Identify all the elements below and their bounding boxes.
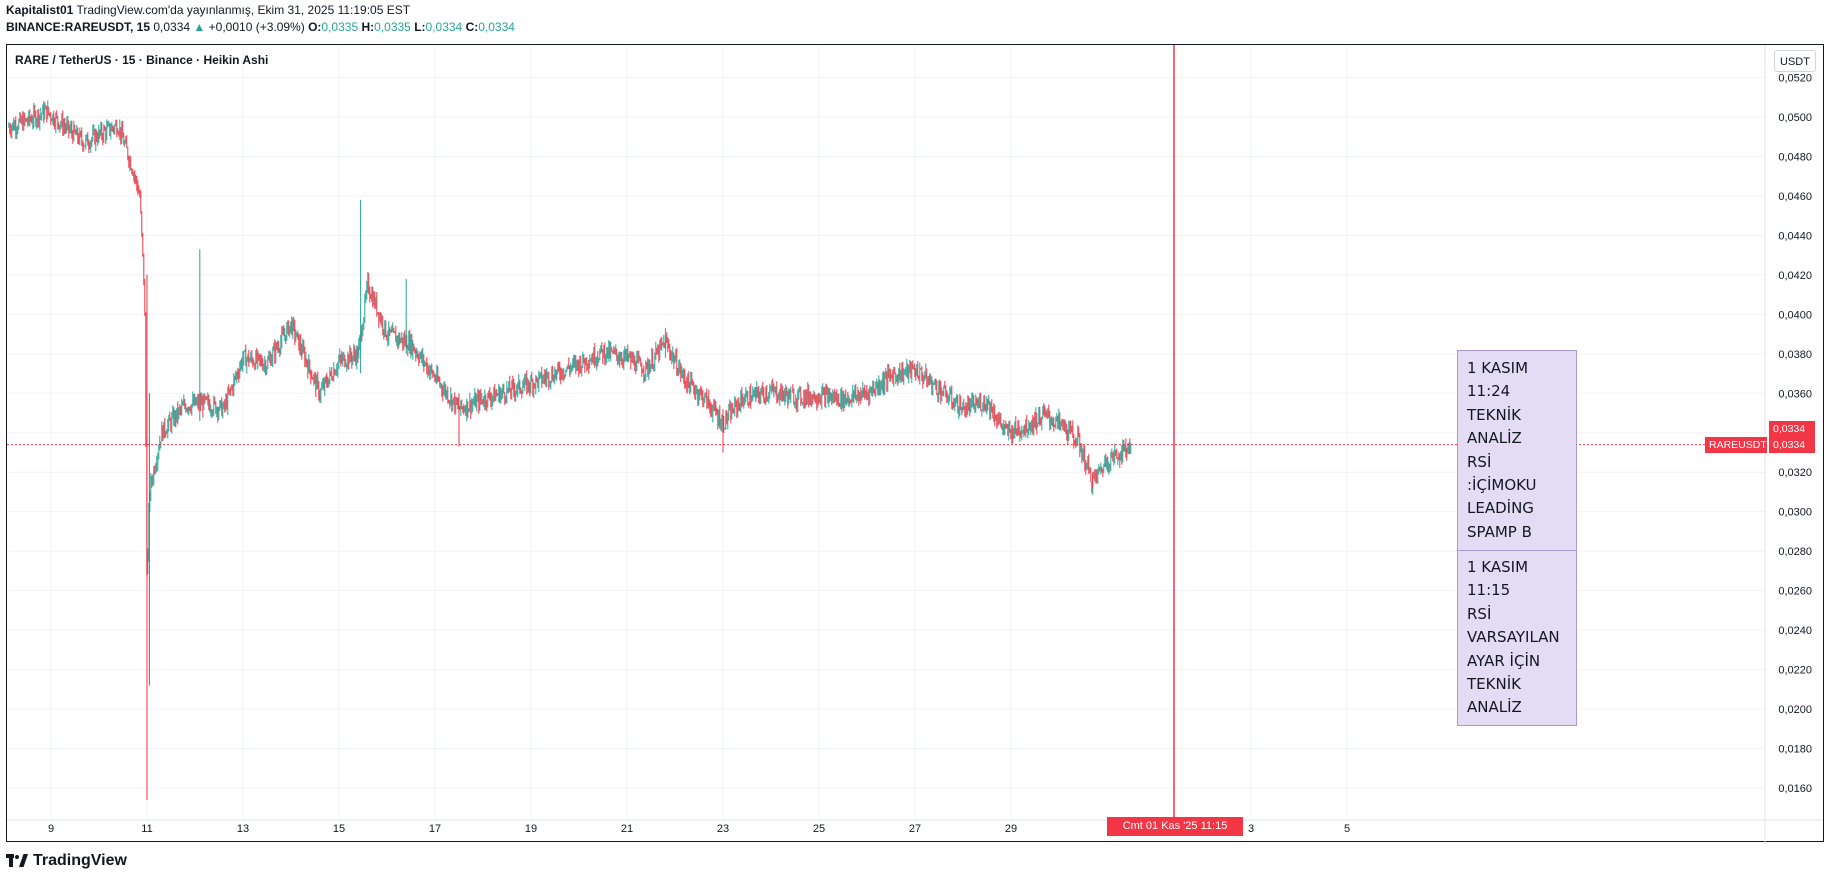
y-tick-label: 0,0180 [1778,744,1812,756]
time-marker-tag: Cmt 01 Kas '25 11:15 [1107,817,1243,836]
y-tick-label: 0,0220 [1778,665,1812,677]
y-tick-label: 0,0280 [1778,546,1812,558]
y-tick-label: 0,0260 [1778,586,1812,598]
x-tick-label: 13 [237,823,249,835]
low-value: 0,0334 [425,20,463,34]
note-text-second: 1 KASIM 11:15 RSİ VARSAYILAN AYAR İÇİN T… [1467,558,1560,717]
x-tick-label: 9 [48,823,54,835]
x-tick-label: 5 [1344,823,1350,835]
y-tick-label: 0,0460 [1778,191,1812,203]
x-tick-label: 11 [141,823,152,835]
open-value: 0,0335 [321,20,359,34]
y-tick-label: 0,0380 [1778,349,1812,361]
up-arrow-icon: ▲ [193,20,206,34]
x-tick-label: 19 [525,823,537,835]
tradingview-icon [6,854,28,867]
price-change: +0,0010 (+3.09%) [208,20,305,34]
y-tick-label: 0,0500 [1778,112,1812,124]
close-price-tag: 0,0334 [1769,437,1815,453]
last-price-tag: 0,0334 [1769,421,1815,437]
brand-name: TradingView [33,852,127,869]
symbol-price-tag: RAREUSDT [1705,437,1767,453]
tradingview-logo[interactable]: TradingView [6,852,127,870]
y-tick-label: 0,0520 [1778,73,1812,85]
y-tick-label: 0,0420 [1778,270,1812,282]
x-tick-label: 21 [621,823,633,835]
y-tick-label: 0,0200 [1778,704,1812,716]
note-text-first: 1 KASIM 11:24 TEKNİK ANALİZ RSİ :İÇİMOKU… [1467,359,1537,541]
high-value: 0,0335 [374,20,411,34]
x-tick-label: 15 [333,823,345,835]
x-tick-label: 27 [909,823,921,835]
note-box[interactable]: 1 KASIM 11:24 TEKNİK ANALİZ RSİ :İÇİMOKU… [1457,350,1577,726]
y-tick-label: 0,0300 [1778,507,1812,519]
x-tick-label: 29 [1005,823,1017,835]
x-tick-label: 3 [1248,823,1254,835]
y-tick-label: 0,0360 [1778,388,1812,400]
author-name[interactable]: Kapitalist01 [6,3,74,17]
y-tick-label: 0,0400 [1778,309,1812,321]
symbol-info: BINANCE:RAREUSDT, 15 0,0334 ▲ +0,0010 (+… [6,20,515,34]
x-tick-label: 17 [429,823,441,835]
close-label: C: [465,20,479,34]
y-tick-label: 0,0440 [1778,230,1812,242]
x-tick-label: 25 [813,823,825,835]
y-tick-label: 0,0160 [1778,783,1812,795]
y-tick-label: 0,0240 [1778,625,1812,637]
y-tick-label: 0,0480 [1778,151,1812,163]
chart-title: RARE / TetherUS · 15 · Binance · Heikin … [15,53,269,67]
symbol-label: BINANCE:RAREUSDT, 15 [6,20,151,34]
publish-info: Kapitalist01 TradingView.com'da yayınlan… [6,3,410,17]
y-tick-label: 0,0320 [1778,467,1812,479]
currency-button[interactable]: USDT [1774,50,1816,72]
open-label: O: [308,20,322,34]
last-price: 0,0334 [153,20,191,34]
publish-date: TradingView.com'da yayınlanmış, Ekim 31,… [76,3,411,17]
note-divider [1458,550,1576,551]
high-label: H: [361,20,375,34]
close-value: 0,0334 [478,20,515,34]
low-label: L: [414,20,426,34]
x-tick-label: 23 [717,823,729,835]
